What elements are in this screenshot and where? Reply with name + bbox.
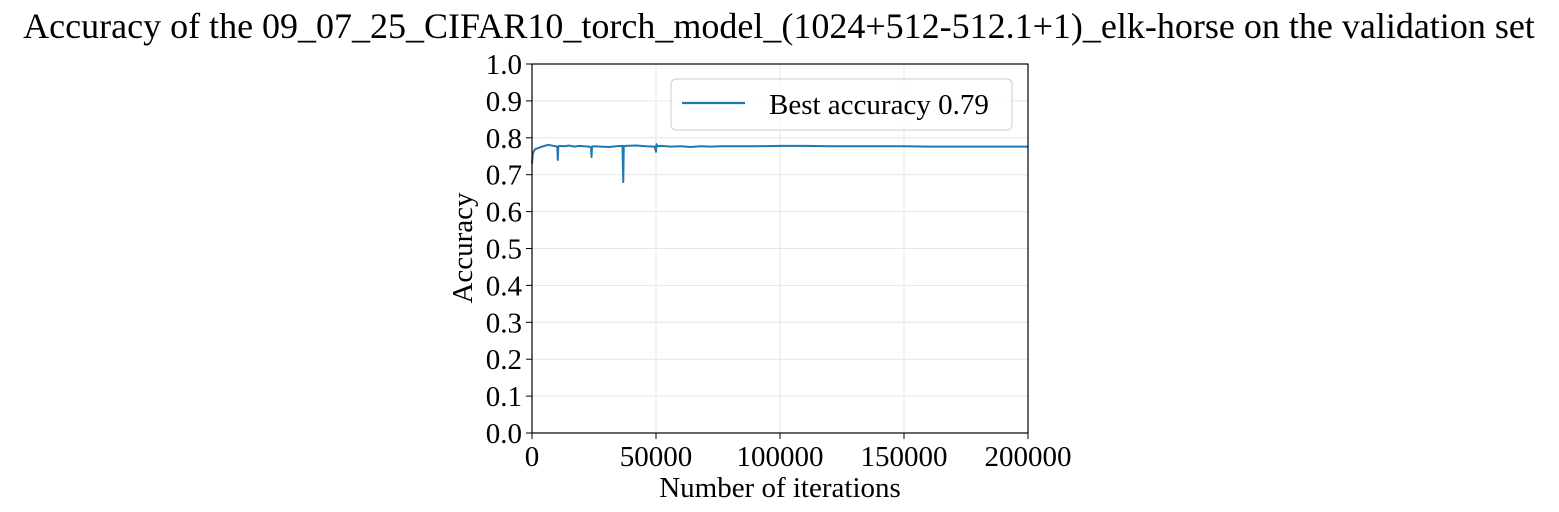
series-layer (531, 143, 1028, 184)
series-line-0 (531, 143, 1028, 184)
plot-frame (531, 63, 1029, 434)
y-tick-label: 0.4 (486, 270, 523, 302)
x-tick-label: 200000 (985, 441, 1072, 473)
y-tick-label: 0.0 (486, 418, 522, 450)
y-tick-label: 0.1 (486, 381, 522, 413)
x-tick-label: 100000 (737, 441, 824, 473)
y-tick-label: 0.6 (486, 197, 522, 229)
y-tick-label: 0.9 (486, 86, 522, 118)
axis-ticks: 0.0 0.1 0.2 0.3 0.4 0.5 0.6 0.7 0.8 0.9 1.0 0 50000 1… (486, 49, 1072, 473)
y-tick-label: 0.7 (486, 160, 522, 192)
y-tick-label: 0.3 (486, 307, 522, 339)
x-tick-label: 0 (525, 441, 540, 473)
legend-label: Best accuracy 0.79 (769, 89, 989, 121)
x-tick-label: 150000 (861, 441, 948, 473)
chart-title: Accuracy of the 09_07_25_CIFAR10_torch_m… (23, 6, 1535, 46)
x-tick-label: 50000 (620, 441, 693, 473)
y-tick-label: 1.0 (486, 49, 522, 81)
legend-box (670, 78, 1013, 131)
x-axis-label: Number of iterations (659, 472, 901, 504)
y-tick-label: 0.8 (486, 123, 522, 155)
y-tick-label: 0.2 (486, 344, 522, 376)
y-axis-label: Accuracy (447, 192, 479, 304)
legend: Best accuracy 0.79 (670, 78, 1013, 131)
y-tick-label: 0.5 (486, 234, 522, 266)
